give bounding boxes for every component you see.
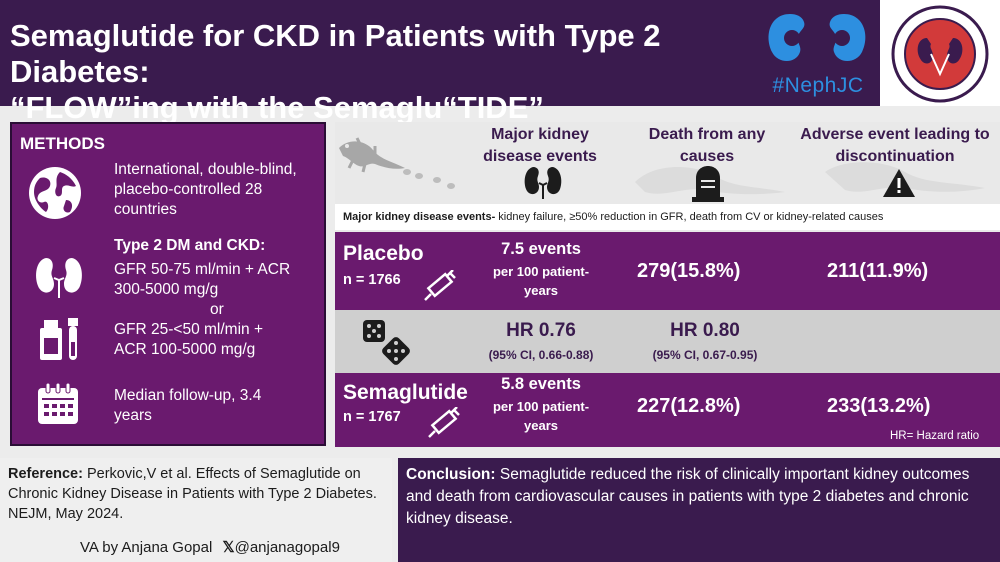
methods-panel: METHODS International, double-blind, pla…: [10, 122, 326, 446]
education-collective-seal-icon: [891, 5, 989, 103]
semaglutide-events: 5.8 events: [501, 375, 581, 393]
methods-title: METHODS: [20, 134, 105, 153]
kidney-ci: (95% CI, 0.66-0.88): [488, 348, 594, 362]
dice-icon: [363, 320, 410, 365]
semaglutide-n: n = 1767: [343, 409, 401, 425]
credit-text: VA by Anjana Gopal: [80, 539, 213, 556]
header-banner: Semaglutide for CKD in Patients with Typ…: [0, 0, 880, 125]
kidneys-icon: [524, 167, 562, 199]
calendar-icon: [38, 382, 78, 424]
conclusion-text: Semaglutide reduced the risk of clinical…: [406, 466, 970, 527]
conclusion-panel: Conclusion: Semaglutide reduced the risk…: [398, 458, 1000, 562]
syringe-icon: [428, 407, 460, 438]
definition-bar: Major kidney disease events- kidney fail…: [335, 204, 1000, 230]
warning-icon: [883, 169, 915, 197]
semaglutide-row: Semaglutide n = 1767 5.8 events per 100 …: [335, 373, 1000, 447]
placebo-adverse: 211(11.9%): [827, 260, 929, 282]
placebo-row: Placebo n = 1766 7.5 events per 100 pati…: [335, 232, 1000, 310]
author-handle: @anjanagopal9: [234, 539, 340, 556]
reference-text: Perkovic,V et al. Effects of Semaglutide…: [8, 466, 377, 522]
reference-panel: Reference: Perkovic,V et al. Effects of …: [0, 458, 392, 562]
hazard-row: HR 0.76 (95% CI, 0.66-0.88) HR 0.80 (95%…: [335, 310, 1000, 373]
salamander-icon: [339, 137, 405, 173]
x-logo-icon: 𝕏: [222, 539, 235, 556]
death-ci: (95% CI, 0.67-0.95): [652, 348, 758, 362]
brand-hashtag: #NephJC: [772, 74, 864, 97]
kidney-logo-icon: [768, 14, 866, 61]
col-death: Death from any causes: [648, 126, 766, 165]
credit-line: VA by Anjana Gopal 𝕏@anjanagopal9: [80, 538, 340, 556]
col-kidney-events: Major kidney disease events: [483, 126, 597, 165]
kidney-hr: HR 0.76: [506, 320, 576, 341]
semaglutide-death: 227(12.8%): [637, 395, 741, 417]
definition-label: Major kidney disease events-: [343, 211, 496, 223]
criteria-a: GFR 50-75 ml/min + ACR 300-5000 mg/g: [114, 261, 291, 298]
death-hr: HR 0.80: [670, 320, 740, 341]
definition-text: kidney failure, ≥50% reduction in GFR, d…: [495, 211, 884, 223]
criteria-or: or: [210, 301, 224, 318]
placebo-events: 7.5 events: [501, 240, 581, 258]
hr-legend: HR= Hazard ratio: [890, 430, 980, 442]
placebo-death: 279(15.8%): [637, 260, 741, 282]
kidneys-icon: [36, 258, 82, 298]
study-design: International, double-blind, placebo-con…: [114, 161, 297, 218]
follow-up: Median follow-up, 3.4 years: [114, 387, 262, 424]
semaglutide-name: Semaglutide: [343, 381, 468, 404]
population-heading: Type 2 DM and CKD:: [114, 237, 266, 254]
col-adverse-events: Adverse event leading to discontinuation: [800, 126, 990, 165]
tombstone-icon: [692, 166, 724, 202]
syringe-icon: [424, 270, 456, 301]
page-title: Semaglutide for CKD in Patients with Typ…: [10, 18, 661, 125]
semaglutide-adverse: 233(13.2%): [827, 395, 931, 417]
reference-label: Reference:: [8, 466, 83, 482]
placebo-n: n = 1766: [343, 272, 401, 288]
lab-tubes-icon: [40, 318, 78, 360]
placebo-events-unit: per 100 patient-years: [492, 264, 590, 298]
semaglutide-events-unit: per 100 patient-years: [492, 399, 590, 433]
footprints-icon: [403, 169, 455, 189]
globe-icon: [29, 167, 81, 219]
placebo-name: Placebo: [343, 242, 424, 265]
conclusion-label: Conclusion:: [406, 466, 496, 483]
criteria-b: GFR 25-<50 ml/min + ACR 100-5000 mg/g: [114, 321, 264, 358]
